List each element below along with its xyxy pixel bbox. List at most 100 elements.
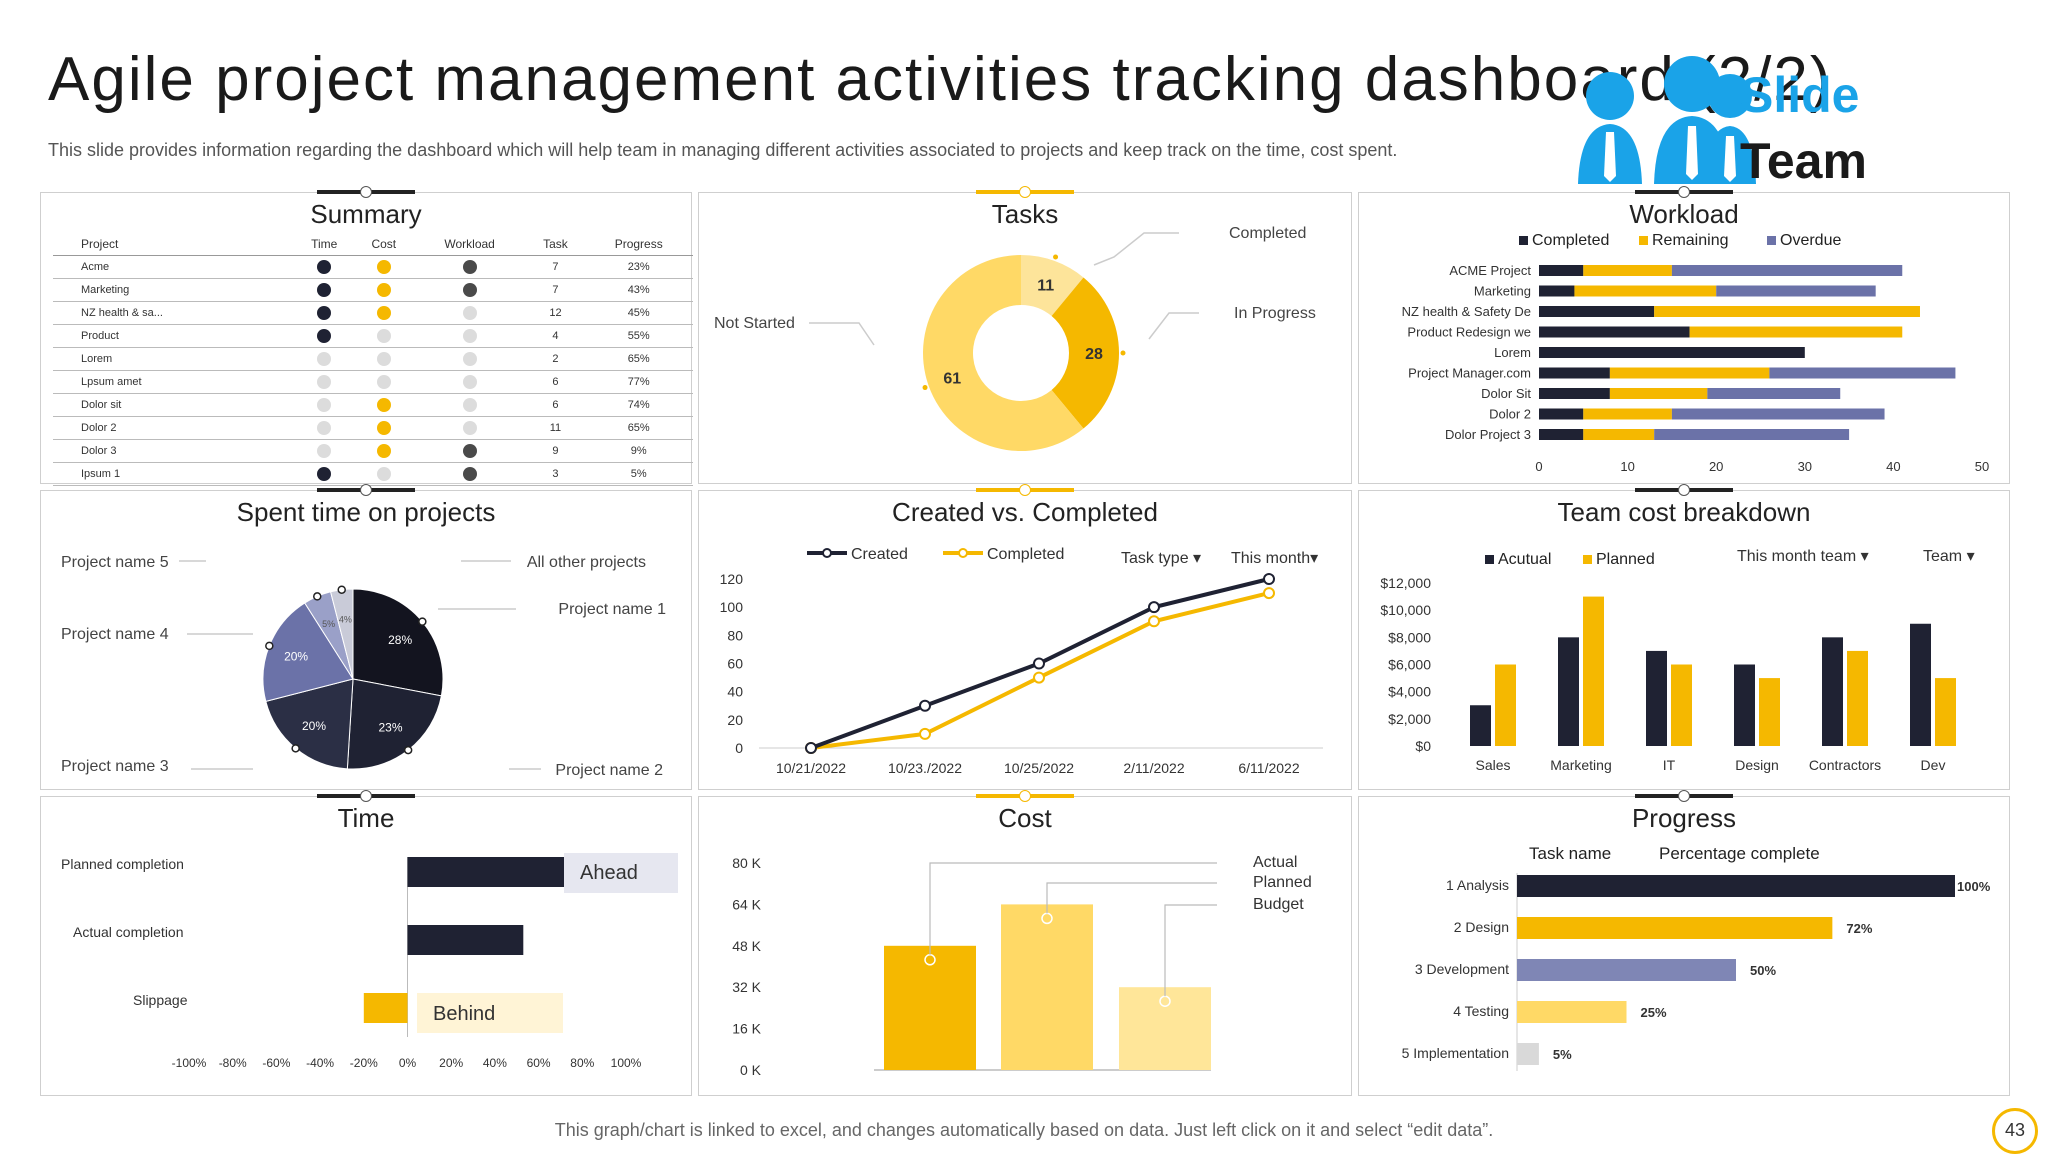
workload-bar-segment	[1539, 429, 1584, 440]
line-x-tick: 10/25/2022	[1004, 760, 1074, 776]
teamcost-bar	[1558, 637, 1579, 746]
workload-bar-segment	[1769, 367, 1956, 379]
cost-bar	[884, 945, 976, 1070]
workload-category-label: Marketing	[1474, 284, 1531, 299]
teamcost-bar	[1847, 650, 1868, 746]
summary-cost-cell	[354, 278, 413, 302]
summary-col-time: Time	[293, 233, 355, 256]
filter-task-type: Task type ▾	[1121, 550, 1201, 567]
status-label-behind: Behind	[433, 1003, 495, 1025]
workload-title: Workload	[1629, 199, 1739, 229]
donut-label-in-progress: In Progress	[1234, 305, 1316, 322]
cost-panel: Cost 0 K 16 K 32 K 48 K 64 K 80 K Actual Planne…	[698, 790, 1352, 1096]
progress-title: Progress	[1631, 803, 1737, 833]
summary-task-cell: 6	[526, 370, 585, 394]
summary-workload-dot	[462, 352, 477, 366]
summary-time-dot	[317, 283, 332, 297]
pie-edge-dot	[291, 744, 300, 753]
summary-cost-cell	[354, 393, 413, 417]
line-point	[1148, 615, 1160, 628]
line-point	[805, 742, 817, 754]
summary-project-cell: Dolor sit	[53, 393, 294, 417]
teamcost-bar	[1910, 623, 1931, 746]
workload-category-label: Dolor Project 3	[1445, 427, 1531, 442]
cost-bar-marker	[1159, 995, 1171, 1007]
summary-col-progress: Progress	[584, 233, 693, 256]
summary-time-cell	[293, 347, 355, 371]
summary-progress-cell: 55%	[584, 324, 693, 348]
cost-title: Cost	[998, 803, 1052, 833]
summary-task-cell: 9	[526, 439, 585, 463]
summary-project-cell: Lorem	[53, 347, 294, 371]
time-category-label: Planned completion	[61, 856, 184, 872]
tasks-title: Tasks	[991, 199, 1059, 229]
progress-task-label: 4 Testing	[1453, 1003, 1509, 1019]
line-point	[919, 727, 931, 740]
workload-bar-segment	[1539, 285, 1575, 297]
summary-time-cell	[293, 462, 355, 486]
summary-row: Product 4 55%	[53, 324, 693, 348]
summary-project-cell: Product	[53, 324, 294, 348]
workload-bar-chart: Completed Remaining Overdue ACME Project Mar…	[1402, 232, 1990, 474]
team-cost-title: Team cost breakdown	[1557, 497, 1811, 527]
workload-bar-segment	[1654, 306, 1920, 317]
spent-time-panel: Spent time on projects 28% 23% 20% 20% 5% 4% P…	[40, 484, 692, 790]
summary-progress-cell: 23%	[584, 255, 693, 279]
workload-bar-segment	[1609, 367, 1770, 379]
cost-y-tick: 16 K	[732, 1021, 761, 1037]
summary-time-cell	[293, 416, 355, 440]
cost-bar	[1119, 987, 1211, 1070]
line-point	[1033, 671, 1045, 684]
workload-bar-segment	[1671, 408, 1885, 420]
summary-progress-cell: 65%	[584, 416, 693, 440]
summary-task-cell: 7	[526, 255, 585, 279]
summary-row: Ipsum 1 3 5%	[53, 462, 693, 486]
pie-value-label: 28%	[388, 633, 412, 647]
summary-workload-dot	[462, 467, 477, 481]
cost-category-label: Budget	[1253, 896, 1304, 913]
summary-time-cell	[293, 324, 355, 348]
panel-connector-knob	[1019, 790, 1031, 802]
workload-bar-segment	[1539, 388, 1610, 399]
summary-workload-cell	[412, 416, 527, 440]
summary-project-cell: Ipsum 1	[53, 462, 294, 486]
summary-cost-dot	[376, 352, 391, 366]
time-bar	[363, 993, 408, 1023]
summary-cost-dot	[376, 283, 391, 297]
summary-row: Dolor sit 6 74%	[53, 393, 693, 417]
pie-value-label: 20%	[284, 649, 308, 663]
legend-swatch	[1583, 555, 1592, 564]
pie-label: Project name 5	[61, 554, 169, 571]
summary-workload-cell	[412, 393, 527, 417]
cost-category-label: Planned	[1253, 874, 1312, 891]
workload-bar-segment	[1671, 265, 1903, 276]
summary-table: Project Time Cost Workload Task Progress…	[53, 233, 693, 486]
pie-label: All other projects	[527, 554, 646, 571]
teamcost-bar	[1759, 678, 1780, 746]
summary-time-cell	[293, 393, 355, 417]
summary-time-cell	[293, 278, 355, 302]
summary-workload-dot	[462, 306, 477, 320]
workload-category-label: Dolor 2	[1489, 407, 1531, 422]
progress-value-label: 5%	[1553, 1047, 1572, 1062]
line-y-tick: 60	[727, 656, 743, 672]
tasks-donut-chart: 11 28 61 Completed In Progress Not Started	[714, 225, 1316, 451]
summary-workload-dot	[462, 421, 477, 435]
panel-connector-knob	[1019, 186, 1031, 198]
progress-value-label: 72%	[1846, 921, 1872, 936]
legend-label: Planned	[1596, 551, 1655, 568]
workload-bar-segment	[1716, 285, 1876, 297]
legend-marker-completed	[958, 548, 968, 558]
summary-cost-cell	[354, 370, 413, 394]
cost-bar-chart: 0 K 16 K 32 K 48 K 64 K 80 K Actual Planned Budg…	[732, 854, 1312, 1078]
summary-time-cell	[293, 370, 355, 394]
teamcost-bar	[1734, 664, 1755, 746]
line-x-tick: 6/11/2022	[1238, 760, 1299, 776]
summary-workload-cell	[412, 439, 527, 463]
workload-x-tick: 0	[1535, 459, 1542, 474]
pie-value-label: 23%	[378, 720, 402, 734]
teamcost-bar	[1671, 664, 1692, 746]
summary-col-workload: Workload	[412, 233, 527, 256]
line-y-tick: 120	[720, 571, 744, 587]
legend-label: Overdue	[1780, 232, 1841, 249]
